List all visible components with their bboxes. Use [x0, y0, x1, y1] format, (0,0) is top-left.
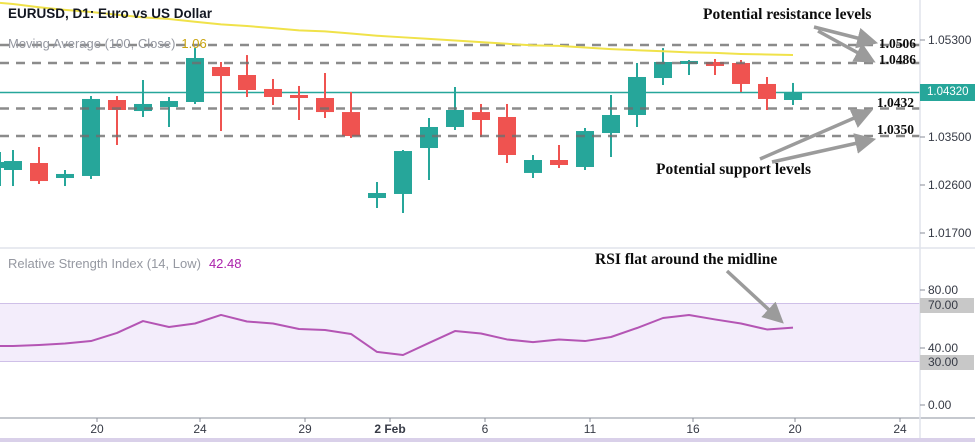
price-axis[interactable]: 1.05300 1.03500 1.02600 1.01700 — [920, 0, 975, 248]
rsi-axis-label: 40.00 — [928, 340, 959, 355]
annotation-arrow — [817, 29, 876, 63]
time-axis-label: 6 — [481, 422, 489, 436]
time-axis-label: 24 — [193, 422, 207, 436]
price-axis-label: 1.05300 — [928, 32, 972, 47]
time-axis-label: 2 Feb — [374, 422, 406, 436]
horizontal-scrollbar[interactable] — [0, 438, 975, 442]
time-axis-label: 20 — [788, 422, 802, 436]
ma-indicator-legend[interactable]: Moving Average (100, Close) 1.06 — [8, 36, 207, 51]
rsi-axis-label: 0.00 — [928, 397, 952, 412]
rsi-indicator-value: 42.48 — [208, 256, 242, 271]
rsi-line — [0, 313, 794, 356]
time-axis-label: 16 — [686, 422, 700, 436]
time-axis-label: 29 — [298, 422, 312, 436]
ma-line — [0, 1, 794, 57]
annotation-arrow — [771, 133, 877, 164]
annotation-arrow — [759, 108, 873, 161]
current-price-tag: 1.04320 — [920, 84, 975, 101]
support-level-label-1: 1.0432 — [876, 95, 914, 110]
resistance-annotation: Potential resistance levels — [703, 6, 872, 23]
ma-indicator-value: 1.06 — [181, 36, 207, 51]
resistance-level-label-1: 1.0506 — [878, 36, 916, 51]
resistance-level-label-2: 1.0486 — [878, 52, 916, 67]
rsi-indicator-legend[interactable]: Relative Strength Index (14, Low) 42.48 — [8, 256, 241, 271]
price-axis-label: 1.02600 — [928, 177, 972, 192]
candles-layer — [0, 48, 802, 214]
annotation-arrow — [725, 269, 784, 324]
rsi-axis[interactable]: 80.00 70.00 40.00 30.00 0.00 — [920, 248, 975, 418]
rsi-axis-label: 30.00 — [920, 354, 974, 370]
price-axis-label: 1.01700 — [928, 225, 972, 240]
support-level-label-2: 1.0350 — [876, 122, 914, 137]
rsi-flat-annotation: RSI flat around the midline — [595, 251, 778, 268]
symbol-title[interactable]: EURUSD, D1: Euro vs US Dollar — [8, 6, 213, 21]
support-annotation: Potential support levels — [656, 161, 811, 178]
time-axis-label: 24 — [893, 422, 907, 436]
annotation-arrow — [813, 25, 879, 49]
rsi-axis-label: 80.00 — [928, 282, 959, 297]
price-axis-label: 1.03500 — [928, 129, 972, 144]
rsi-axis-label: 70.00 — [920, 297, 974, 313]
time-axis[interactable]: 20 24 29 2 Feb 6 11 16 20 24 — [0, 421, 975, 438]
rsi-indicator-label: Relative Strength Index (14, Low) — [8, 256, 201, 271]
time-axis-label: 11 — [583, 422, 597, 436]
time-axis-label: 20 — [90, 422, 104, 436]
ma-indicator-label: Moving Average (100, Close) — [8, 36, 176, 51]
